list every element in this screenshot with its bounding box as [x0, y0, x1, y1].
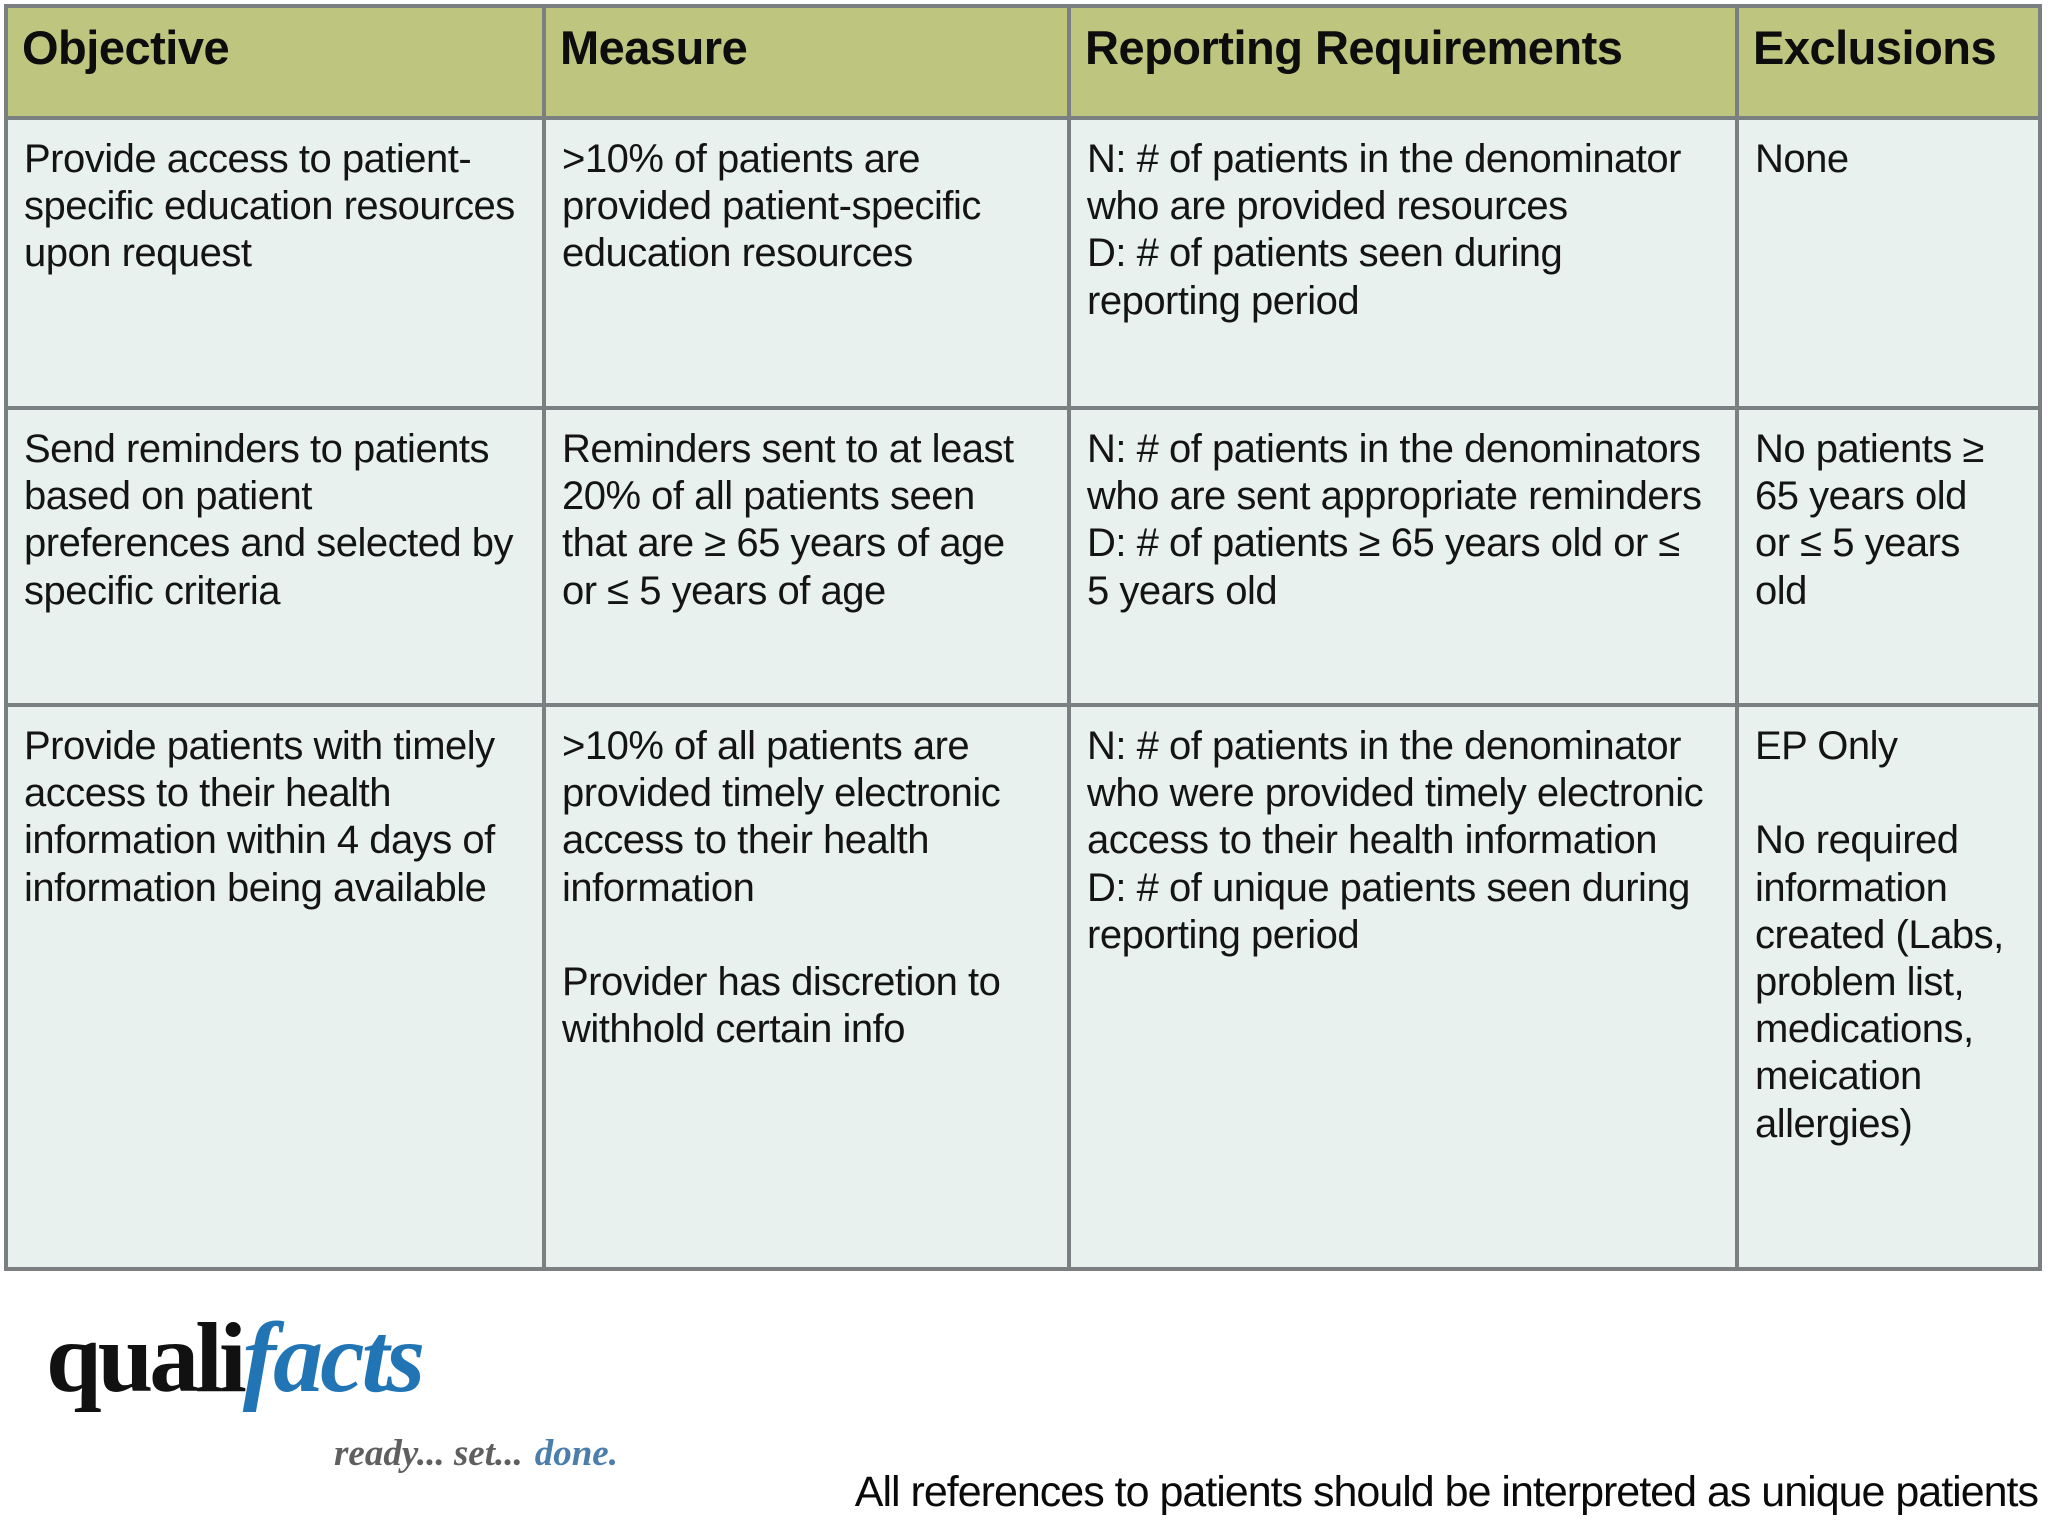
row1-measure-cell: >10% of patients are provided patient-sp…	[546, 120, 1067, 406]
footer-note: All references to patients should be int…	[854, 1468, 2039, 1516]
logo-text-facts: facts	[242, 1302, 425, 1413]
tagline-ready-set: ready... set...	[334, 1433, 523, 1474]
row3-objective-cell: Provide patients with timely access to t…	[8, 707, 542, 1267]
row2-exclusions-cell: No patients ≥ 65 years old or ≤ 5 years …	[1739, 410, 2038, 703]
row3-reporting-cell: N: # of patients in the denominator who …	[1071, 707, 1735, 1267]
column-header-exclusions: Exclusions	[1739, 8, 2038, 116]
row1-exclusions-cell: None	[1739, 120, 2038, 406]
row1-reporting-cell: N: # of patients in the denominator who …	[1071, 120, 1735, 406]
tagline-done: done.	[534, 1433, 618, 1474]
logo-text-quali: quali	[46, 1302, 247, 1413]
qualifacts-logo: qualifacts	[46, 1308, 425, 1408]
logo-tagline: ready... set... done.	[334, 1432, 618, 1475]
objectives-table: Objective Measure Reporting Requirements…	[4, 4, 2042, 1271]
column-header-reporting: Reporting Requirements	[1071, 8, 1735, 116]
column-header-objective: Objective	[8, 8, 542, 116]
column-header-measure: Measure	[546, 8, 1067, 116]
row2-reporting-cell: N: # of patients in the denominators who…	[1071, 410, 1735, 703]
row2-measure-cell: Reminders sent to at least 20% of all pa…	[546, 410, 1067, 703]
row2-objective-cell: Send reminders to patients based on pati…	[8, 410, 542, 703]
row3-measure-cell: >10% of all patients are provided timely…	[546, 707, 1067, 1267]
row3-exclusions-cell: EP Only No required information created …	[1739, 707, 2038, 1267]
row1-objective-cell: Provide access to patient-specific educa…	[8, 120, 542, 406]
